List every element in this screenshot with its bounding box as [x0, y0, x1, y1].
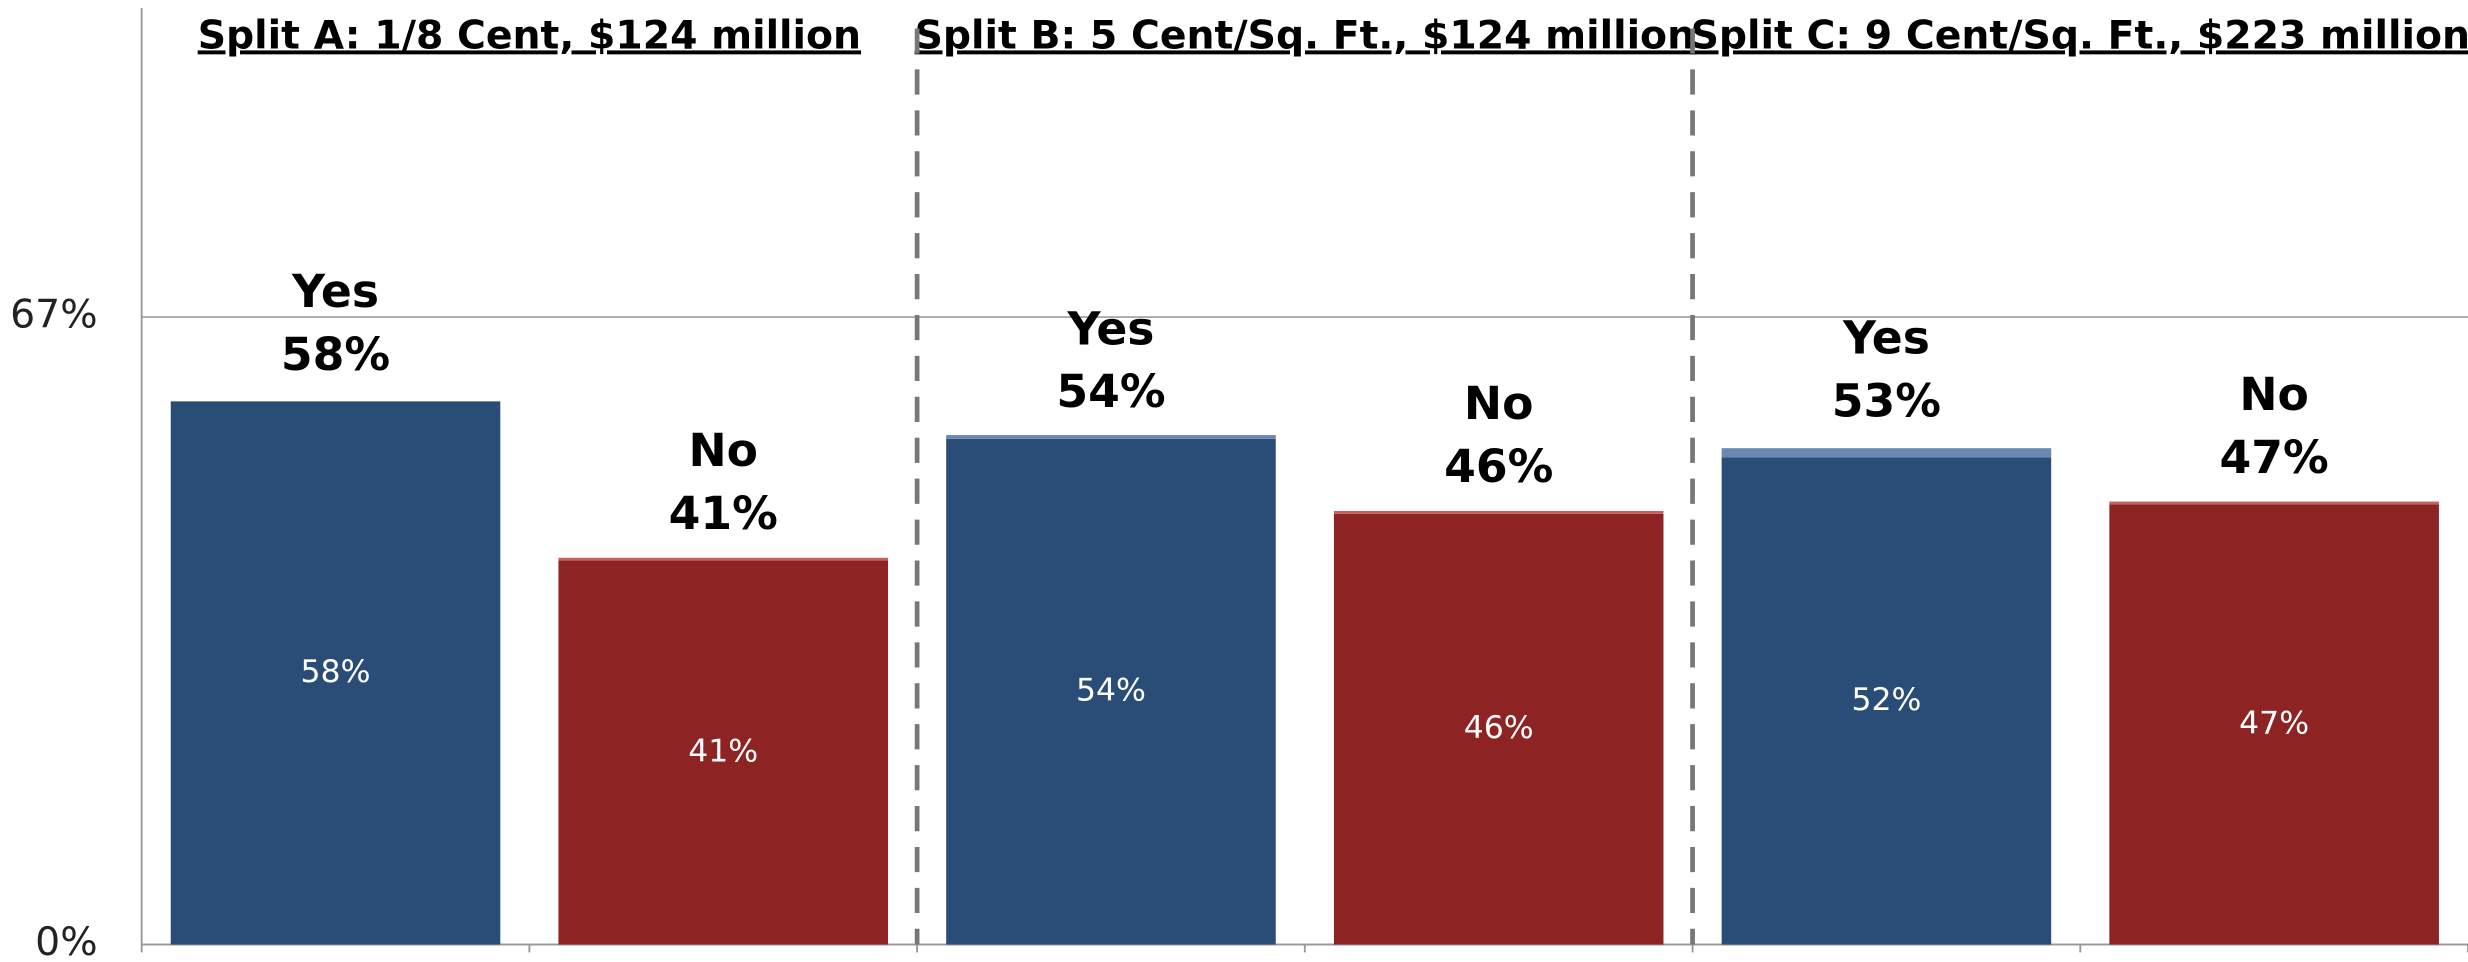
total-label: 53%: [1832, 375, 1941, 428]
bar-segment: [2109, 501, 2439, 505]
bar-segment: [1721, 457, 2052, 945]
total-name: No: [2239, 368, 2309, 421]
bar-segment: [1721, 448, 2052, 458]
total-name: Yes: [1842, 312, 1930, 365]
total-name: No: [688, 424, 758, 477]
group-title: Split C: 9 Cent/Sq. Ft., $223 million: [1691, 12, 2468, 58]
total-name: No: [1464, 377, 1534, 430]
bar-value-label: 47%: [2239, 705, 2309, 741]
bar-value-label: 58%: [301, 654, 371, 690]
total-name: Yes: [1066, 302, 1154, 355]
total-label: 41%: [669, 487, 778, 540]
bar-segment: [1333, 510, 1664, 514]
group-title: Split A: 1/8 Cent, $124 million: [198, 12, 861, 58]
total-name: Yes: [291, 265, 379, 318]
total-label: 46%: [1444, 440, 1553, 493]
total-label: 54%: [1056, 365, 1165, 418]
y-tick-label: 0%: [35, 919, 97, 962]
bar-segment: [946, 438, 1276, 945]
group-title: Split B: 5 Cent/Sq. Ft., $124 million: [915, 12, 1695, 58]
bar-segment: [558, 560, 889, 945]
bar-value-label: 52%: [1851, 682, 1921, 718]
bar-segment: [170, 401, 501, 945]
bar-segment: [2109, 504, 2439, 945]
y-tick-label: 67%: [10, 292, 97, 338]
bar-value-label: 46%: [1464, 710, 1534, 746]
bar-segment: [558, 557, 889, 561]
bar-segment: [1333, 513, 1664, 945]
total-label: 47%: [2220, 431, 2329, 484]
bar-value-label: 54%: [1076, 673, 1146, 709]
total-label: 58%: [281, 328, 390, 381]
bar-value-label: 41%: [688, 734, 758, 770]
bar-segment: [946, 435, 1276, 439]
